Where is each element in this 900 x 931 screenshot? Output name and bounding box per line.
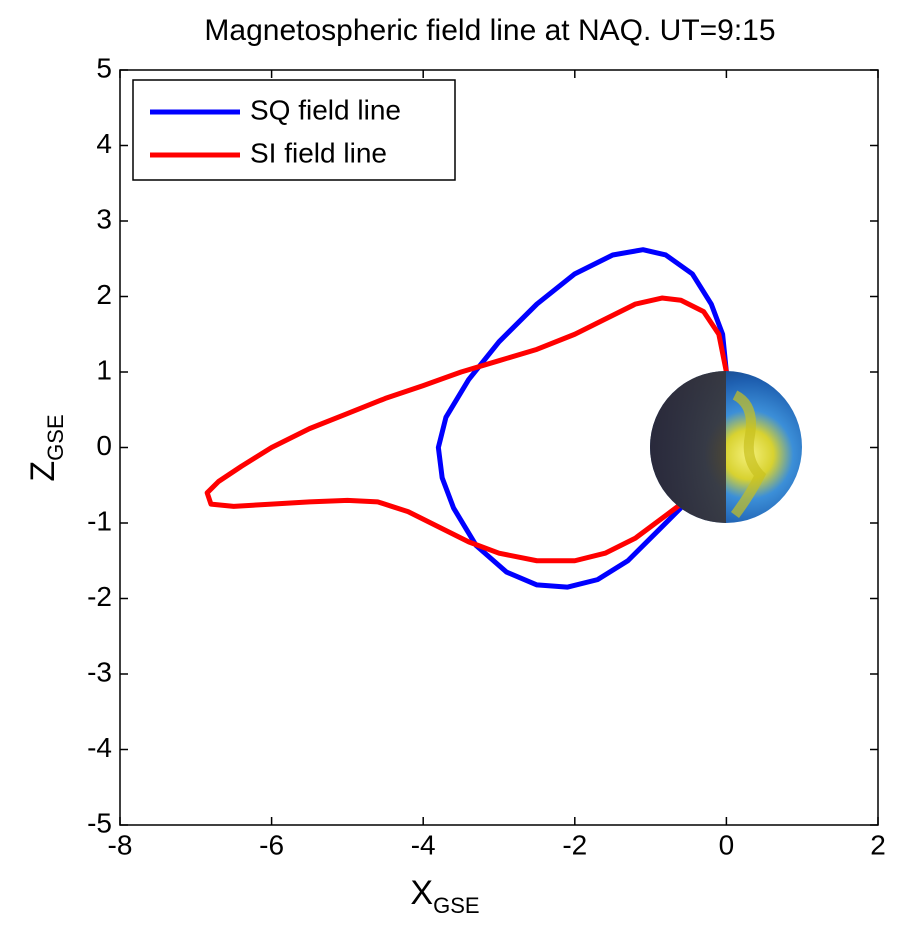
y-tick-label: -2: [87, 581, 112, 612]
x-axis-label: XGSE: [410, 874, 479, 918]
earth: [650, 371, 802, 523]
y-tick-label: 3: [96, 203, 112, 234]
y-axis-label-main: Z: [24, 461, 62, 482]
x-tick-label: -4: [411, 829, 436, 860]
y-tick-label: -5: [87, 807, 112, 838]
x-tick-label: -2: [562, 829, 587, 860]
legend-box: [132, 79, 456, 181]
chart-title: Magnetospheric field line at NAQ. UT=9:1…: [204, 14, 775, 47]
field-line: [435, 247, 729, 590]
plot-lines: [204, 247, 729, 590]
earth-night: [650, 371, 726, 523]
y-tick-label: -4: [87, 732, 112, 763]
y-tick-label: 4: [96, 128, 112, 159]
x-axis-label-main: X: [410, 874, 433, 912]
y-tick-label: -1: [87, 505, 112, 536]
y-tick-label: 2: [96, 279, 112, 310]
legend-label: SI field line: [250, 137, 387, 168]
y-tick-label: 1: [96, 354, 112, 385]
x-tick-label: 0: [719, 829, 735, 860]
field-line: [204, 295, 729, 564]
y-axis-label-sub: GSE: [43, 414, 68, 460]
legend-items: SQ field line SI field line: [150, 94, 401, 168]
earth-land: [730, 390, 767, 518]
y-tick-label: -3: [87, 656, 112, 687]
legend-label: SQ field line: [250, 94, 401, 125]
x-tick-label: -6: [259, 829, 284, 860]
x-axis-label-sub: GSE: [433, 893, 479, 918]
legend: SQ field line SI field line: [132, 79, 456, 181]
y-axis-label: ZGSE: [24, 414, 68, 481]
axes: -8 -6 -4 -2 0 2 -5 -4 -3 -2 -1 0 1 2 3 4 5: [87, 52, 886, 860]
x-tick-label: 2: [870, 829, 886, 860]
y-tick-label: 5: [96, 52, 112, 83]
x-tick-label: -8: [108, 829, 133, 860]
y-tick-label: 0: [96, 430, 112, 461]
